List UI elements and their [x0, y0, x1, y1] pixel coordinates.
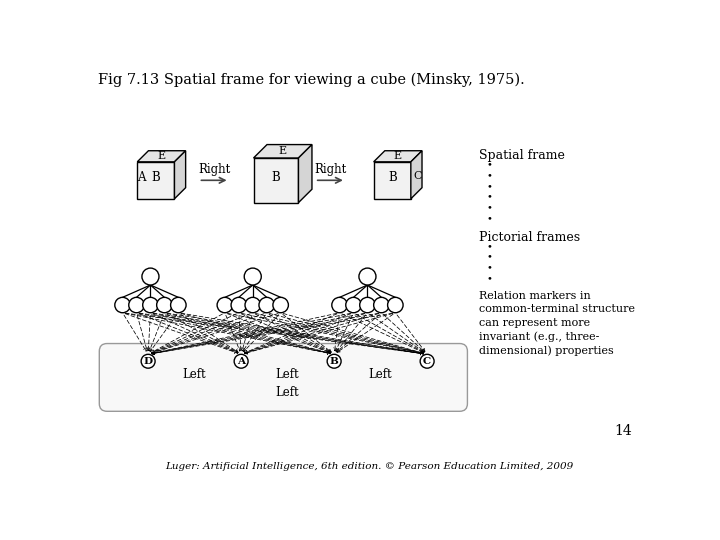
Text: 14: 14	[615, 424, 632, 438]
Text: Right: Right	[314, 163, 346, 176]
Text: B: B	[330, 357, 338, 366]
Polygon shape	[138, 162, 174, 199]
Polygon shape	[299, 145, 312, 202]
Text: D: D	[143, 357, 153, 366]
Text: •: •	[487, 264, 492, 273]
Text: Left: Left	[183, 368, 207, 381]
Circle shape	[273, 298, 289, 313]
Text: Spatial frame: Spatial frame	[479, 150, 565, 163]
Polygon shape	[138, 151, 186, 162]
Text: Luger: Artificial Intelligence, 6th edition. © Pearson Education Limited, 2009: Luger: Artificial Intelligence, 6th edit…	[165, 462, 573, 471]
Text: •: •	[487, 274, 492, 284]
Circle shape	[217, 298, 233, 313]
Text: •: •	[487, 182, 492, 191]
Circle shape	[114, 298, 130, 313]
Text: •: •	[487, 242, 492, 251]
Circle shape	[245, 298, 261, 313]
Text: Left: Left	[276, 386, 300, 399]
Text: •: •	[487, 253, 492, 262]
Circle shape	[332, 298, 347, 313]
Text: C: C	[423, 357, 431, 366]
Text: Relation markers in
common-terminal structure
can represent more
invariant (e.g.: Relation markers in common-terminal stru…	[479, 291, 635, 355]
Circle shape	[420, 354, 434, 368]
Text: E: E	[279, 146, 287, 156]
Text: E: E	[158, 151, 166, 161]
Circle shape	[234, 354, 248, 368]
Text: Fig 7.13 Spatial frame for viewing a cube (Minsky, 1975).: Fig 7.13 Spatial frame for viewing a cub…	[98, 72, 524, 87]
Polygon shape	[253, 145, 312, 158]
Text: •: •	[487, 204, 492, 212]
FancyBboxPatch shape	[99, 343, 467, 411]
Circle shape	[327, 354, 341, 368]
Circle shape	[244, 268, 261, 285]
Circle shape	[141, 354, 155, 368]
Polygon shape	[253, 158, 299, 202]
Text: Pictorial frames: Pictorial frames	[479, 231, 580, 244]
Circle shape	[346, 298, 361, 313]
Polygon shape	[411, 151, 422, 199]
Polygon shape	[174, 151, 186, 199]
Text: •: •	[487, 160, 492, 169]
Polygon shape	[374, 151, 422, 162]
Circle shape	[129, 298, 144, 313]
Text: B: B	[151, 171, 161, 184]
Text: E: E	[394, 151, 402, 161]
Text: B: B	[388, 171, 397, 184]
Circle shape	[374, 298, 389, 313]
Text: Right: Right	[198, 163, 230, 176]
Text: Left: Left	[369, 368, 392, 381]
Text: Left: Left	[276, 368, 300, 381]
Circle shape	[259, 298, 274, 313]
Circle shape	[157, 298, 172, 313]
Circle shape	[231, 298, 246, 313]
Circle shape	[142, 268, 159, 285]
Circle shape	[143, 298, 158, 313]
Text: C: C	[413, 171, 421, 181]
Text: B: B	[271, 171, 280, 184]
Polygon shape	[374, 162, 411, 199]
Text: A: A	[237, 357, 245, 366]
Circle shape	[360, 298, 375, 313]
Text: •: •	[487, 193, 492, 201]
Text: A: A	[137, 171, 145, 184]
Circle shape	[387, 298, 403, 313]
Text: •: •	[487, 171, 492, 180]
Text: •: •	[487, 214, 492, 223]
Circle shape	[171, 298, 186, 313]
Circle shape	[359, 268, 376, 285]
